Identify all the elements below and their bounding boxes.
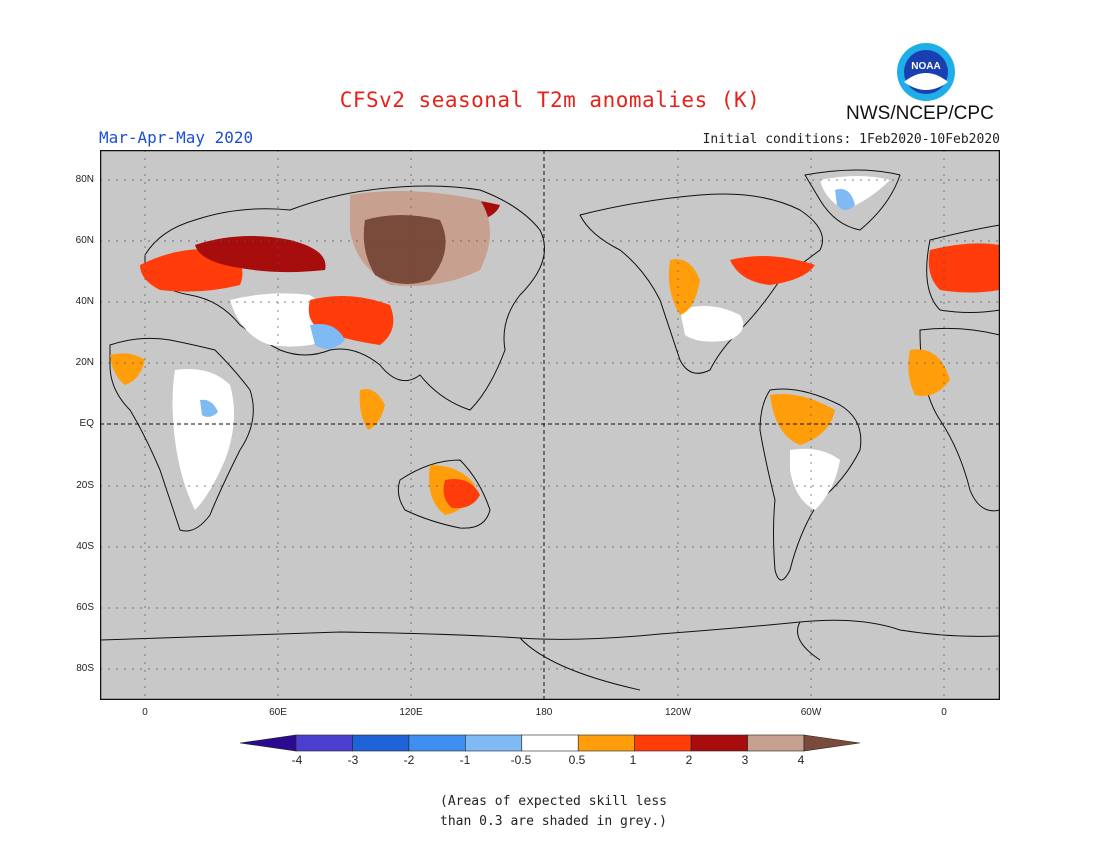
lon-label-0-right: 0 bbox=[941, 707, 947, 718]
lat-label-40s: 40S bbox=[76, 541, 94, 552]
noaa-logo: NOAA bbox=[896, 42, 956, 102]
legend-swatch-7 bbox=[634, 734, 692, 752]
patch-warm-orange-1 bbox=[110, 353, 145, 385]
patch-cool-tibet bbox=[310, 324, 345, 349]
lon-label-0-left: 0 bbox=[142, 707, 148, 718]
anomaly-map bbox=[100, 150, 1000, 700]
patch-cool-greenland bbox=[835, 189, 855, 210]
lon-label-60e: 60E bbox=[269, 707, 287, 718]
patch-near-normal-africa bbox=[172, 369, 234, 510]
lat-label-80s: 80S bbox=[76, 663, 94, 674]
legend-swatch-4 bbox=[465, 734, 523, 752]
patch-near-normal-asia bbox=[230, 293, 333, 347]
legend-swatch-6 bbox=[577, 734, 635, 752]
patch-warm-orange-6 bbox=[908, 349, 950, 396]
antarctica-coast bbox=[100, 619, 1000, 641]
lon-label-180: 180 bbox=[535, 707, 553, 718]
lat-label-eq: EQ bbox=[79, 418, 94, 429]
legend-tick-3: 3 bbox=[741, 753, 749, 767]
lon-label-120w: 120W bbox=[664, 707, 692, 718]
legend-swatch-0 bbox=[239, 734, 297, 752]
legend-swatch-3 bbox=[408, 734, 466, 752]
patch-warm-orange-2 bbox=[770, 394, 835, 445]
legend-tick-m1: -1 bbox=[459, 753, 471, 767]
patch-near-normal-sa bbox=[790, 448, 840, 510]
lat-label-40n: 40N bbox=[75, 296, 94, 307]
patch-warm-orange-3 bbox=[668, 259, 700, 315]
legend-swatch-9 bbox=[747, 734, 805, 752]
noaa-logo-text: NOAA bbox=[911, 61, 940, 72]
legend-tick-2: 2 bbox=[685, 753, 693, 767]
map-svg bbox=[100, 150, 1000, 700]
lon-label-120e: 120E bbox=[399, 707, 423, 718]
patch-warm-darkred-russia bbox=[195, 236, 326, 273]
patch-warm-red-europe-wrap bbox=[928, 243, 1000, 293]
lat-label-60s: 60S bbox=[76, 602, 94, 613]
patch-cool-africa bbox=[200, 399, 218, 417]
graticule bbox=[100, 150, 1000, 700]
lat-label-20s: 20S bbox=[76, 480, 94, 491]
legend-swatch-5 bbox=[521, 734, 579, 752]
footnote-line-1: (Areas of expected skill less bbox=[440, 794, 667, 809]
season-label: Mar-Apr-May 2020 bbox=[99, 128, 254, 147]
lat-label-80n: 80N bbox=[75, 174, 94, 185]
legend-tick-m3: -3 bbox=[347, 753, 359, 767]
legend-tick-m2: -2 bbox=[403, 753, 415, 767]
skill-footnote: (Areas of expected skill less than 0.3 a… bbox=[440, 792, 760, 832]
initial-conditions-label: Initial conditions: 1Feb2020-10Feb2020 bbox=[702, 132, 1000, 147]
legend-tick-m05: -0.5 bbox=[510, 753, 532, 767]
color-legend bbox=[239, 733, 861, 753]
lat-label-20n: 20N bbox=[75, 357, 94, 368]
color-legend-svg bbox=[239, 734, 861, 752]
legend-tick-1: 1 bbox=[629, 753, 637, 767]
north-america-coast bbox=[579, 193, 823, 374]
legend-tick-4: 4 bbox=[797, 753, 805, 767]
legend-swatch-1 bbox=[295, 734, 353, 752]
legend-swatch-2 bbox=[352, 734, 410, 752]
legend-tick-05: 0.5 bbox=[568, 753, 586, 767]
lon-label-60w: 60W bbox=[800, 707, 822, 718]
legend-swatch-8 bbox=[690, 734, 748, 752]
legend-swatch-10 bbox=[803, 734, 861, 752]
patch-warm-brown-siberia bbox=[363, 215, 446, 284]
lat-label-60n: 60N bbox=[75, 235, 94, 246]
legend-tick-m4: -4 bbox=[291, 753, 303, 767]
map-title: CFSv2 seasonal T2m anomalies (K) bbox=[339, 88, 761, 112]
agency-label: NWS/NCEP/CPC bbox=[846, 103, 994, 124]
patch-warm-red-na bbox=[730, 256, 815, 285]
patch-near-normal-na bbox=[680, 306, 744, 342]
patch-warm-orange-5 bbox=[359, 389, 385, 430]
footnote-line-2: than 0.3 are shaded in grey.) bbox=[440, 814, 667, 829]
